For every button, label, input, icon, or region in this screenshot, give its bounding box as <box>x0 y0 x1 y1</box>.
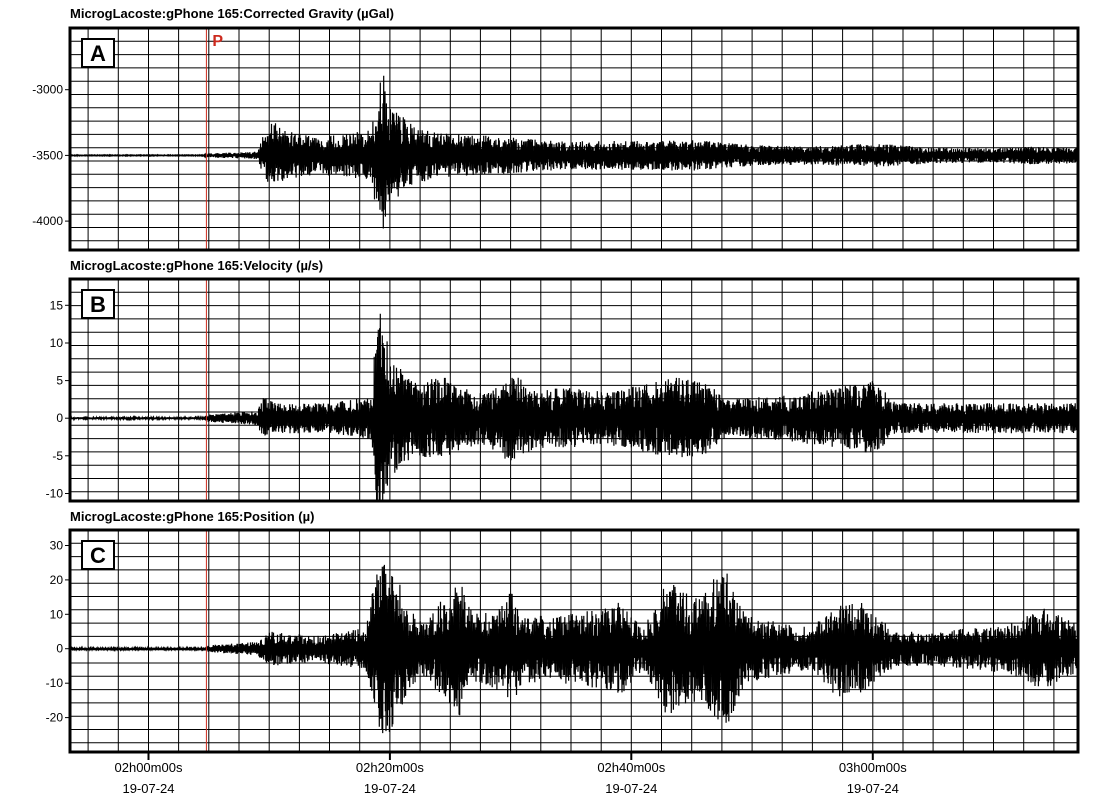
x-tick-time: 02h40m00s <box>597 760 665 775</box>
panel-letter: B <box>90 292 106 317</box>
panel-letter-box <box>81 289 115 319</box>
panel-letter: A <box>90 41 106 66</box>
vertical-grid <box>87 28 1055 250</box>
panel-a: MicrogLacoste:gPhone 165:Corrected Gravi… <box>32 6 1080 252</box>
p-arrival-label: P <box>212 33 223 50</box>
x-tick-time: 03h00m00s <box>839 760 907 775</box>
panel-c: MicrogLacoste:gPhone 165:Position (µ) 30 2… <box>46 509 1080 754</box>
y-tick-label: 0 <box>56 411 63 425</box>
panel-letter-box <box>81 540 115 570</box>
y-tick-label: 30 <box>50 539 64 553</box>
horizontal-grid <box>70 40 1078 242</box>
y-tick-label: 10 <box>50 607 64 621</box>
y-tick-label: -20 <box>46 711 64 725</box>
vertical-grid <box>87 279 1055 501</box>
y-tick-label: -10 <box>46 487 64 501</box>
waveform-trace <box>69 313 1079 502</box>
panel-letter: C <box>90 543 106 568</box>
y-tick-label: 0 <box>56 642 63 656</box>
y-tick-label: -5 <box>52 449 63 463</box>
panel-frame <box>68 277 1080 503</box>
y-tick-label: 5 <box>56 374 63 388</box>
y-tick-label: 20 <box>50 573 64 587</box>
y-tick-label: 10 <box>50 336 64 350</box>
chart-panels: MicrogLacoste:gPhone 165:Corrected Gravi… <box>32 6 1080 754</box>
y-tick-label: -3000 <box>32 83 63 97</box>
panel-title: MicrogLacoste:gPhone 165:Velocity (µ/s) <box>70 258 323 273</box>
waveform-trace <box>69 75 1079 229</box>
y-tick-label: -10 <box>46 676 64 690</box>
panel-frame <box>68 26 1080 252</box>
panel-title: MicrogLacoste:gPhone 165:Position (µ) <box>70 509 314 524</box>
panel-letter-box <box>81 38 115 68</box>
panel-frame <box>68 528 1080 754</box>
x-tick-time: 02h20m00s <box>356 760 424 775</box>
y-tick-label: -4000 <box>32 214 63 228</box>
x-tick-time: 02h00m00s <box>115 760 183 775</box>
waveform-trace <box>69 564 1079 734</box>
panel-b: MicrogLacoste:gPhone 165:Velocity (µ/s) 1… <box>46 258 1080 503</box>
x-tick-date: 19-07-24 <box>122 781 174 796</box>
x-tick-date: 19-07-24 <box>364 781 416 796</box>
x-tick-date: 19-07-24 <box>605 781 657 796</box>
horizontal-grid <box>70 542 1078 744</box>
x-tick-date: 19-07-24 <box>847 781 899 796</box>
y-tick-label: -3500 <box>32 148 63 162</box>
y-tick-label: 15 <box>50 298 64 312</box>
x-axis: 02h00m00s 19-07-24 02h20m00s 19-07-24 02h40m… <box>115 752 907 796</box>
panel-title: MicrogLacoste:gPhone 165:Corrected Gravi… <box>70 6 394 21</box>
